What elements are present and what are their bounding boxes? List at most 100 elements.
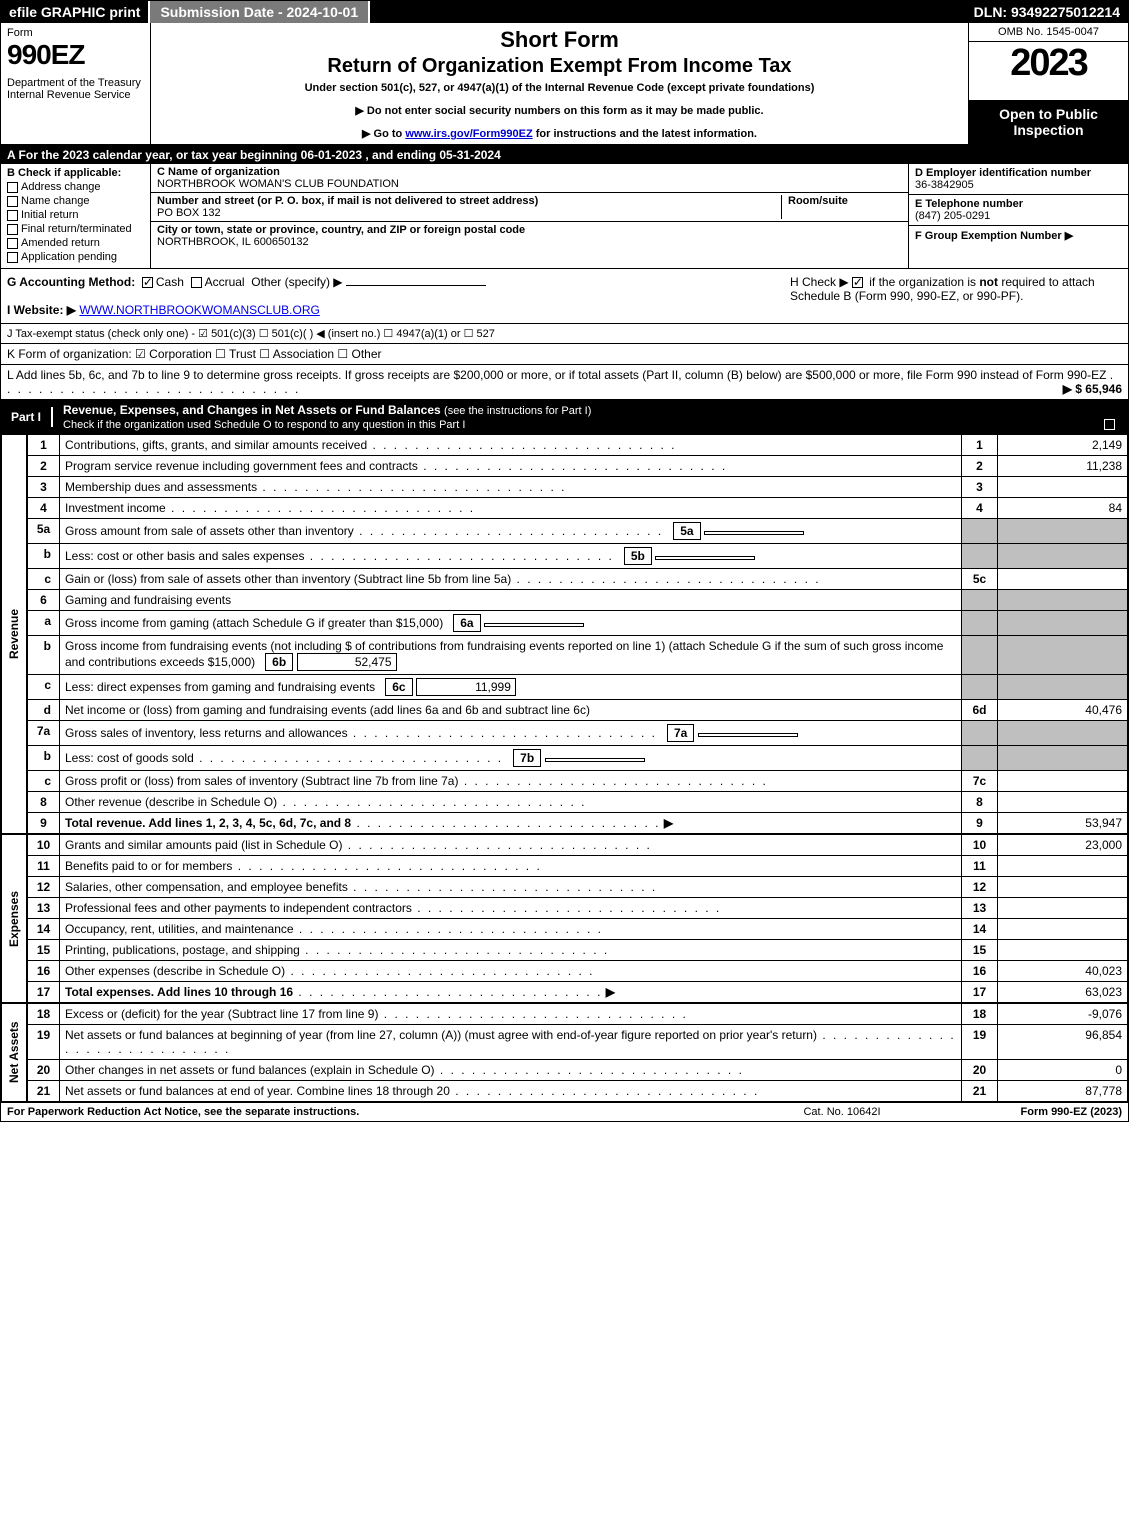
header-left: Form 990EZ Department of the Treasury In…	[1, 23, 151, 144]
h-text1: H Check ▶	[790, 275, 849, 289]
line-18: 18Excess or (deficit) for the year (Subt…	[28, 1004, 1128, 1025]
line-3: 3Membership dues and assessments3	[28, 477, 1128, 498]
line-20: 20Other changes in net assets or fund ba…	[28, 1060, 1128, 1081]
form-label: Form	[7, 27, 144, 39]
note-goto-post: for instructions and the latest informat…	[533, 128, 757, 140]
form-ref: Form 990-EZ (2023)	[942, 1106, 1122, 1118]
section-gh: G Accounting Method: Cash Accrual Other …	[1, 269, 1128, 324]
city-header: City or town, state or province, country…	[157, 224, 902, 236]
form-header: Form 990EZ Department of the Treasury In…	[1, 23, 1128, 146]
org-name: NORTHBROOK WOMAN'S CLUB FOUNDATION	[157, 178, 902, 190]
line-4: 4Investment income484	[28, 498, 1128, 519]
net-assets-section: Net Assets 18Excess or (deficit) for the…	[1, 1003, 1128, 1102]
schedule-b-checkbox[interactable]	[852, 277, 863, 288]
line-6b: bGross income from fundraising events (n…	[28, 636, 1128, 675]
line-2: 2Program service revenue including gover…	[28, 456, 1128, 477]
street-value: PO BOX 132	[157, 207, 775, 219]
line-10: 10Grants and similar amounts paid (list …	[28, 835, 1128, 856]
line-6c: cLess: direct expenses from gaming and f…	[28, 675, 1128, 700]
expenses-section: Expenses 10Grants and similar amounts pa…	[1, 834, 1128, 1003]
street-header: Number and street (or P. O. box, if mail…	[157, 195, 775, 207]
line-5b: bLess: cost or other basis and sales exp…	[28, 544, 1128, 569]
line-9: 9Total revenue. Add lines 1, 2, 3, 4, 5c…	[28, 813, 1128, 834]
submission-date: Submission Date - 2024-10-01	[148, 1, 370, 23]
note-goto: ▶ Go to www.irs.gov/Form990EZ for instru…	[159, 127, 960, 140]
room-header: Room/suite	[788, 195, 902, 207]
section-c: C Name of organization NORTHBROOK WOMAN'…	[151, 164, 908, 268]
line-5c: cGain or (loss) from sale of assets othe…	[28, 569, 1128, 590]
under-section: Under section 501(c), 527, or 4947(a)(1)…	[159, 82, 960, 94]
group-exemption-header: F Group Exemption Number ▶	[915, 230, 1073, 242]
check-final-return[interactable]: Final return/terminated	[7, 223, 144, 235]
ein-value: 36-3842905	[915, 179, 1122, 191]
h-text2: if the organization is	[869, 275, 979, 289]
line-6d: dNet income or (loss) from gaming and fu…	[28, 700, 1128, 721]
part-i-title: Revenue, Expenses, and Changes in Net As…	[63, 403, 441, 417]
address-row: Number and street (or P. O. box, if mail…	[151, 193, 908, 222]
group-exemption-row: F Group Exemption Number ▶	[909, 226, 1128, 245]
header-right: OMB No. 1545-0047 2023 Open to Public In…	[968, 23, 1128, 144]
h-not: not	[979, 275, 998, 289]
note-goto-pre: ▶ Go to	[362, 128, 405, 140]
org-name-row: C Name of organization NORTHBROOK WOMAN'…	[151, 164, 908, 193]
line-8: 8Other revenue (describe in Schedule O)8	[28, 792, 1128, 813]
line-19: 19Net assets or fund balances at beginni…	[28, 1025, 1128, 1060]
website-label: I Website: ▶	[7, 303, 76, 317]
top-bar: efile GRAPHIC print Submission Date - 20…	[1, 1, 1128, 23]
short-form-title: Short Form	[159, 27, 960, 53]
note-ssn: ▶ Do not enter social security numbers o…	[159, 104, 960, 117]
accrual-label: Accrual	[205, 275, 245, 289]
other-specify-input[interactable]	[346, 285, 486, 286]
net-assets-table: 18Excess or (deficit) for the year (Subt…	[27, 1003, 1128, 1102]
line-17: 17Total expenses. Add lines 10 through 1…	[28, 982, 1128, 1003]
part-i-label: Part I	[1, 407, 53, 427]
section-bcdef: B Check if applicable: Address change Na…	[1, 164, 1128, 269]
paperwork-notice: For Paperwork Reduction Act Notice, see …	[7, 1106, 742, 1118]
page-footer: For Paperwork Reduction Act Notice, see …	[1, 1102, 1128, 1121]
line-5a: 5aGross amount from sale of assets other…	[28, 519, 1128, 544]
line-16: 16Other expenses (describe in Schedule O…	[28, 961, 1128, 982]
section-h: H Check ▶ if the organization is not req…	[782, 275, 1122, 317]
cash-checkbox[interactable]	[142, 277, 153, 288]
part-i-sub: (see the instructions for Part I)	[444, 405, 591, 417]
check-amended-return[interactable]: Amended return	[7, 237, 144, 249]
accrual-checkbox[interactable]	[191, 277, 202, 288]
section-def: D Employer identification number 36-3842…	[908, 164, 1128, 268]
section-l-text: L Add lines 5b, 6c, and 7b to line 9 to …	[7, 368, 1106, 382]
section-l-amount: ▶ $ 65,946	[1063, 382, 1122, 396]
part-i-check: Check if the organization used Schedule …	[63, 419, 465, 431]
omb-number: OMB No. 1545-0047	[969, 23, 1128, 42]
check-initial-return[interactable]: Initial return	[7, 209, 144, 221]
check-name-change[interactable]: Name change	[7, 195, 144, 207]
tax-year: 2023	[969, 42, 1128, 85]
ein-header: D Employer identification number	[915, 167, 1122, 179]
website-link[interactable]: WWW.NORTHBROOKWOMANSCLUB.ORG	[79, 303, 319, 317]
form-number: 990EZ	[7, 39, 144, 71]
line-13: 13Professional fees and other payments t…	[28, 898, 1128, 919]
check-application-pending[interactable]: Application pending	[7, 251, 144, 263]
check-address-change[interactable]: Address change	[7, 181, 144, 193]
section-j: J Tax-exempt status (check only one) - ☑…	[1, 324, 1128, 344]
schedule-o-checkbox[interactable]	[1104, 419, 1115, 430]
revenue-table: 1Contributions, gifts, grants, and simil…	[27, 434, 1128, 834]
accounting-method-label: G Accounting Method:	[7, 275, 135, 289]
phone-header: E Telephone number	[915, 198, 1122, 210]
irs-link[interactable]: www.irs.gov/Form990EZ	[405, 128, 532, 140]
section-b-label: B Check if applicable:	[7, 167, 144, 179]
line-14: 14Occupancy, rent, utilities, and mainte…	[28, 919, 1128, 940]
line-6: 6Gaming and fundraising events	[28, 590, 1128, 611]
row-a-tax-year: A For the 2023 calendar year, or tax yea…	[1, 146, 1128, 164]
return-title: Return of Organization Exempt From Incom…	[159, 55, 960, 78]
net-assets-vertical-label: Net Assets	[1, 1003, 27, 1102]
section-b: B Check if applicable: Address change Na…	[1, 164, 151, 268]
city-value: NORTHBROOK, IL 600650132	[157, 236, 902, 248]
line-12: 12Salaries, other compensation, and empl…	[28, 877, 1128, 898]
open-inspection-badge: Open to Public Inspection	[969, 100, 1128, 144]
line-6a: aGross income from gaming (attach Schedu…	[28, 611, 1128, 636]
topbar-spacer	[370, 1, 966, 23]
line-11: 11Benefits paid to or for members11	[28, 856, 1128, 877]
efile-print-button[interactable]: efile GRAPHIC print	[1, 1, 148, 23]
org-name-header: C Name of organization	[157, 166, 902, 178]
line-15: 15Printing, publications, postage, and s…	[28, 940, 1128, 961]
phone-row: E Telephone number (847) 205-0291	[909, 195, 1128, 226]
